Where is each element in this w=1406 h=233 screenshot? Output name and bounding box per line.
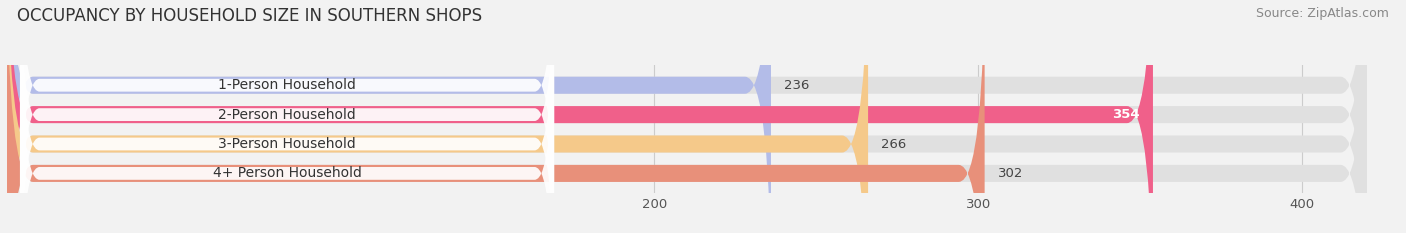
- Text: 354: 354: [1112, 108, 1140, 121]
- FancyBboxPatch shape: [7, 0, 1367, 233]
- Text: 1-Person Household: 1-Person Household: [218, 78, 356, 92]
- FancyBboxPatch shape: [20, 0, 554, 233]
- Text: 236: 236: [785, 79, 810, 92]
- Text: 266: 266: [882, 137, 907, 151]
- FancyBboxPatch shape: [7, 0, 984, 233]
- FancyBboxPatch shape: [7, 0, 1367, 233]
- FancyBboxPatch shape: [7, 0, 868, 233]
- FancyBboxPatch shape: [7, 0, 1367, 233]
- Text: 2-Person Household: 2-Person Household: [218, 108, 356, 122]
- Text: 302: 302: [998, 167, 1024, 180]
- FancyBboxPatch shape: [20, 0, 554, 233]
- Text: Source: ZipAtlas.com: Source: ZipAtlas.com: [1256, 7, 1389, 20]
- FancyBboxPatch shape: [7, 0, 1153, 233]
- FancyBboxPatch shape: [7, 0, 1367, 233]
- FancyBboxPatch shape: [20, 0, 554, 233]
- FancyBboxPatch shape: [7, 0, 770, 233]
- Text: 4+ Person Household: 4+ Person Household: [212, 166, 361, 180]
- Text: 3-Person Household: 3-Person Household: [218, 137, 356, 151]
- Text: OCCUPANCY BY HOUSEHOLD SIZE IN SOUTHERN SHOPS: OCCUPANCY BY HOUSEHOLD SIZE IN SOUTHERN …: [17, 7, 482, 25]
- FancyBboxPatch shape: [20, 3, 554, 233]
